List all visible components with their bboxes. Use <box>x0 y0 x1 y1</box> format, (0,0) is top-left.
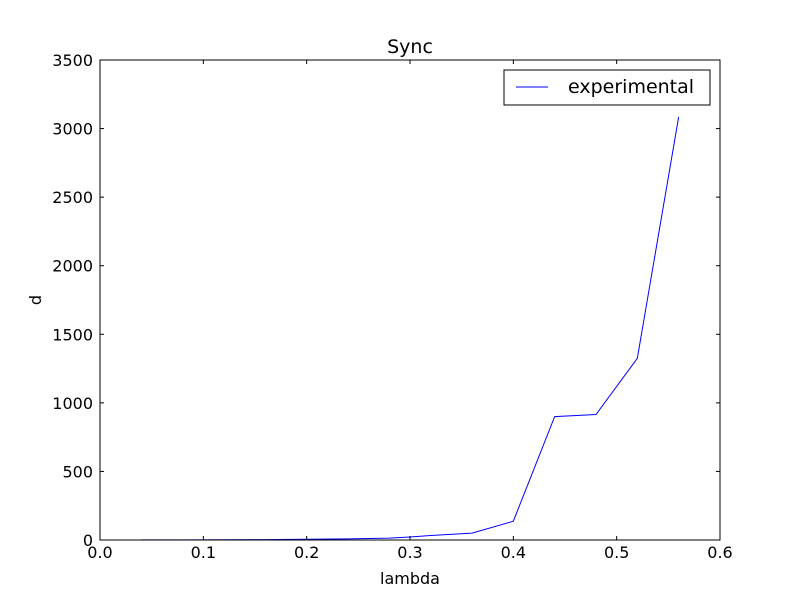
x-axis: 0.0 0.1 0.2 0.3 0.4 0.5 0.6 <box>87 60 732 562</box>
y-tick-label: 3000 <box>52 120 93 139</box>
plot-area <box>100 60 720 540</box>
y-tick-label: 1000 <box>52 394 93 413</box>
legend: experimental <box>504 70 710 105</box>
x-tick-label: 0.1 <box>191 543 216 562</box>
x-tick-label: 0.6 <box>707 543 732 562</box>
y-tick-label: 2500 <box>52 188 93 207</box>
chart-title: Sync <box>387 36 433 58</box>
x-tick-label: 0.2 <box>294 543 319 562</box>
x-tick-label: 0.4 <box>501 543 526 562</box>
x-tick-label: 0.5 <box>604 543 629 562</box>
y-tick-label: 1500 <box>52 325 93 344</box>
plot-frame <box>100 60 720 540</box>
y-tick-label: 500 <box>62 462 93 481</box>
x-tick-label: 0.3 <box>397 543 422 562</box>
y-axis: 0 500 1000 1500 2000 2500 3000 3500 <box>52 51 720 550</box>
y-tick-label: 2000 <box>52 257 93 276</box>
series-line-experimental <box>141 117 678 540</box>
y-tick-label: 3500 <box>52 51 93 70</box>
legend-label-experimental: experimental <box>568 76 694 98</box>
x-axis-label: lambda <box>380 569 440 588</box>
y-axis-label: d <box>26 295 45 305</box>
y-tick-label: 0 <box>83 531 93 550</box>
